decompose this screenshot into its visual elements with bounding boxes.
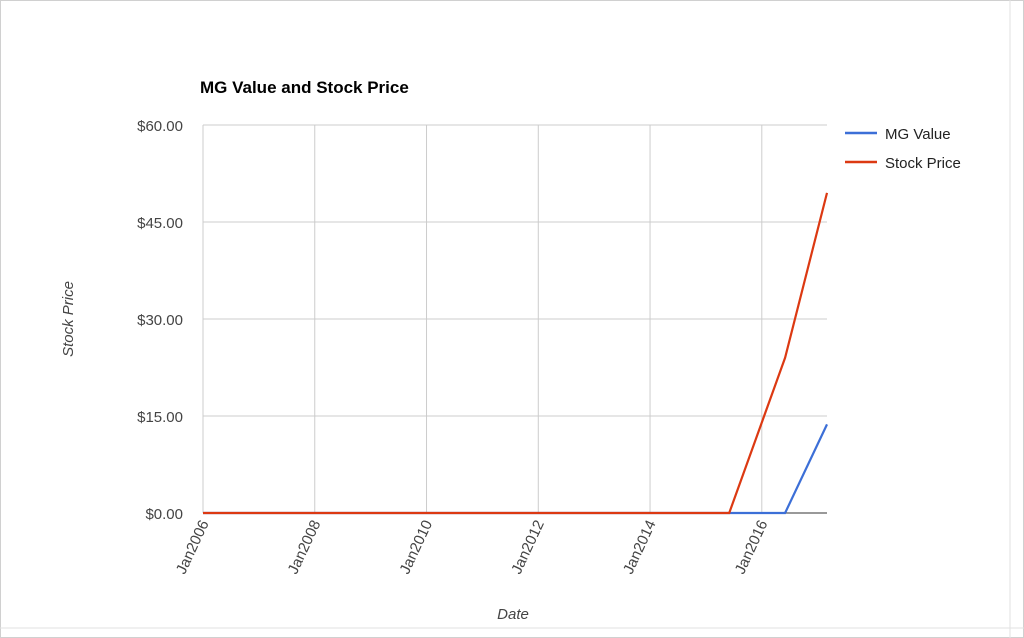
y-tick-label: $45.00 xyxy=(137,215,183,232)
y-tick-label: $0.00 xyxy=(145,506,183,523)
series-line xyxy=(203,192,829,515)
legend-label: Stock Price xyxy=(885,155,961,172)
chart-title: MG Value and Stock Price xyxy=(200,78,409,97)
y-tick-label: $15.00 xyxy=(137,409,183,426)
legend-label: MG Value xyxy=(885,126,951,143)
y-axis-title: Stock Price xyxy=(60,281,77,357)
x-axis-title: Date xyxy=(497,606,529,623)
y-tick-label: $30.00 xyxy=(137,312,183,329)
y-tick-label: $60.00 xyxy=(137,118,183,135)
